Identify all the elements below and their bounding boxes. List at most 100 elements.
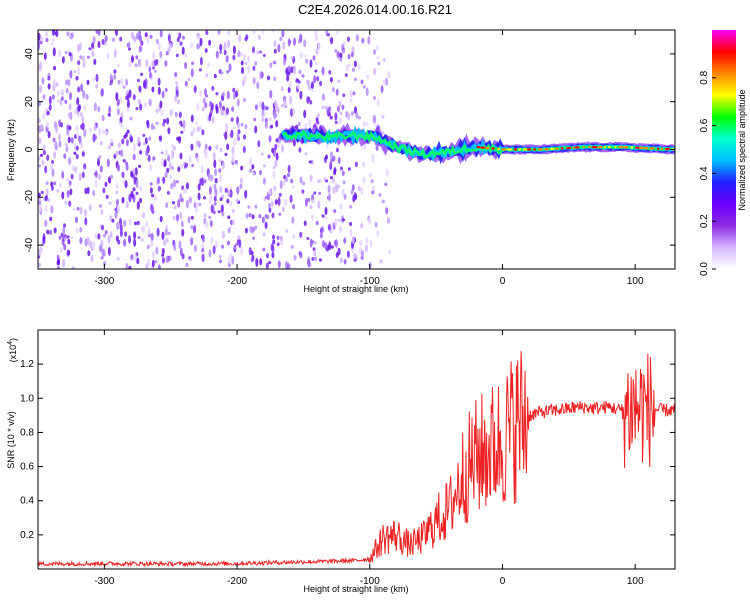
noise-speckle — [140, 40, 144, 46]
noise-speckle — [44, 195, 48, 202]
noise-speckle — [319, 232, 323, 239]
noise-speckle — [213, 195, 217, 202]
noise-speckle — [202, 97, 206, 104]
noise-speckle — [362, 85, 366, 89]
noise-speckle — [292, 139, 296, 147]
noise-speckle — [229, 189, 233, 198]
noise-speckle — [224, 187, 228, 193]
noise-speckle — [179, 120, 183, 125]
noise-speckle — [176, 213, 179, 222]
noise-speckle — [272, 61, 276, 65]
noise-speckle — [107, 176, 111, 183]
noise-speckle — [120, 149, 124, 158]
noise-speckle — [90, 254, 94, 262]
noise-speckle — [354, 193, 358, 201]
noise-speckle — [125, 139, 129, 147]
noise-speckle — [275, 120, 279, 128]
y-scale-label: (x104) — [7, 338, 18, 362]
noise-speckle — [249, 225, 253, 233]
noise-speckle — [310, 81, 314, 89]
noise-speckle — [56, 266, 60, 269]
noise-speckle — [204, 143, 208, 150]
noise-speckle — [50, 162, 53, 171]
noise-speckle — [231, 220, 235, 225]
noise-speckle — [284, 198, 288, 207]
noise-speckle — [260, 71, 264, 79]
noise-speckle — [63, 223, 66, 228]
noise-speckle — [104, 181, 108, 187]
signal-peak — [537, 148, 543, 151]
noise-speckle — [258, 100, 262, 108]
noise-speckle — [281, 30, 285, 38]
noise-speckle — [119, 36, 123, 42]
noise-speckle — [159, 30, 163, 38]
y-tick-label: 20 — [24, 96, 35, 108]
noise-speckle — [329, 76, 333, 83]
noise-speckle — [201, 234, 205, 243]
noise-speckle — [156, 176, 160, 185]
noise-speckle — [273, 76, 277, 81]
signal-peak — [560, 147, 564, 150]
noise-speckle — [311, 199, 315, 204]
noise-speckle — [101, 129, 105, 134]
noise-speckle — [274, 143, 278, 151]
noise-speckle — [263, 164, 266, 168]
noise-speckle — [58, 235, 62, 240]
noise-speckle — [38, 137, 42, 145]
noise-speckle — [318, 191, 322, 195]
signal-peak — [582, 145, 585, 149]
noise-speckle — [49, 229, 53, 235]
noise-speckle — [164, 88, 168, 92]
noise-speckle — [63, 153, 67, 159]
noise-speckle — [287, 86, 291, 93]
noise-speckle — [94, 170, 98, 178]
noise-speckle — [190, 143, 194, 151]
noise-speckle — [320, 226, 324, 233]
noise-speckle — [151, 86, 155, 93]
noise-speckle — [73, 151, 77, 155]
noise-speckle — [44, 219, 48, 228]
noise-speckle — [219, 50, 223, 54]
noise-speckle — [204, 102, 208, 109]
noise-speckle — [299, 90, 303, 100]
noise-speckle — [262, 177, 266, 185]
x-tick-label: -100 — [360, 276, 380, 287]
noise-speckle — [243, 74, 247, 84]
noise-speckle — [376, 45, 379, 51]
noise-speckle — [208, 249, 212, 258]
noise-speckle — [173, 243, 177, 251]
noise-speckle — [290, 245, 294, 249]
noise-speckle — [226, 70, 230, 74]
noise-speckle — [274, 113, 278, 118]
noise-speckle — [151, 60, 155, 68]
noise-speckle — [131, 55, 134, 63]
noise-speckle — [309, 100, 313, 105]
noise-speckle — [236, 186, 240, 195]
noise-speckle — [113, 73, 117, 81]
noise-speckle — [150, 123, 154, 130]
noise-speckle — [349, 204, 353, 209]
noise-speckle — [339, 52, 343, 58]
noise-speckle — [75, 124, 79, 132]
noise-speckle — [40, 123, 44, 131]
noise-speckle — [376, 230, 380, 237]
noise-speckle — [46, 154, 50, 161]
noise-speckle — [149, 164, 153, 172]
noise-speckle — [178, 32, 182, 39]
noise-speckle — [46, 229, 50, 235]
noise-speckle — [242, 145, 246, 154]
noise-speckle — [225, 107, 229, 115]
noise-speckle — [145, 148, 149, 157]
noise-speckle — [42, 112, 46, 120]
noise-speckle — [306, 96, 310, 104]
noise-speckle — [180, 130, 184, 134]
noise-speckle — [99, 165, 103, 173]
noise-speckle — [68, 200, 72, 207]
noise-speckle — [156, 227, 160, 237]
noise-speckle — [244, 227, 248, 234]
noise-speckle — [180, 163, 184, 169]
noise-speckle — [115, 235, 119, 242]
noise-speckle — [52, 79, 56, 86]
noise-speckle — [290, 56, 294, 60]
noise-speckle — [76, 206, 80, 211]
